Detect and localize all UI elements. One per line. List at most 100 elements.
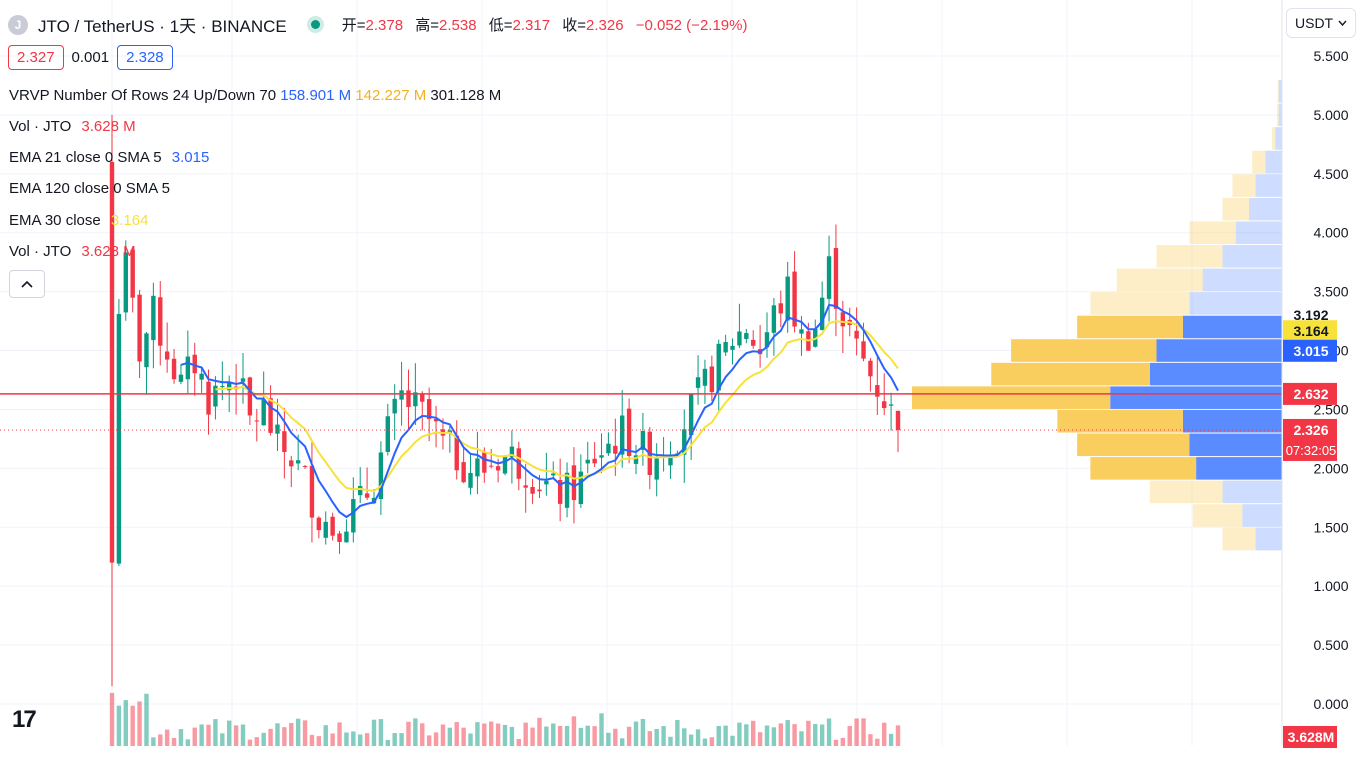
- candle-body: [578, 471, 584, 505]
- volume-bar: [716, 725, 721, 746]
- open-value: 2.378: [365, 17, 404, 34]
- candle-body: [861, 341, 866, 359]
- volume-bar: [178, 729, 184, 746]
- profile-down-bar: [1222, 527, 1256, 551]
- chevron-up-icon: [21, 280, 33, 288]
- profile-up-bar: [1275, 127, 1282, 150]
- volume-bar: [316, 736, 322, 746]
- volume-bar: [220, 733, 225, 746]
- indicator-vol[interactable]: Vol · JTO 3.628 M: [9, 118, 136, 135]
- indicator-vrvp[interactable]: VRVP Number Of Rows 24 Up/Down 70 158.90…: [9, 87, 501, 104]
- candle-body: [309, 465, 315, 518]
- indicator-ema21[interactable]: EMA 21 close 0 SMA 5 3.015: [9, 149, 209, 166]
- indicator-ema30[interactable]: EMA 30 close 3.164: [9, 212, 148, 229]
- candle-body: [364, 493, 370, 498]
- profile-down-bar: [1057, 409, 1183, 433]
- collapse-indicators-button[interactable]: [9, 270, 45, 298]
- candle-body: [302, 466, 308, 468]
- candle-body: [709, 366, 715, 393]
- candle-body: [654, 458, 659, 480]
- volume-bar: [792, 724, 797, 746]
- vrvp-down-value: 142.227 M: [355, 87, 427, 104]
- candle-body: [682, 429, 687, 455]
- volume-bar: [578, 727, 584, 746]
- sell-price-button[interactable]: 2.327: [8, 45, 64, 70]
- indicator-vol-2[interactable]: Vol · JTO 3.628 M: [9, 243, 136, 260]
- y-tick-label: 4.000: [1313, 225, 1348, 241]
- close-label: 收=: [562, 17, 586, 34]
- volume-bar: [806, 720, 811, 746]
- buy-price-button[interactable]: 2.328: [117, 45, 173, 70]
- high-label: 高=: [415, 17, 440, 34]
- price-label-bg: [1283, 382, 1337, 405]
- candle-body: [840, 312, 846, 327]
- price-label-bg: [1283, 418, 1337, 461]
- candle-body: [537, 489, 542, 492]
- candle-body: [688, 394, 694, 436]
- currency-selector[interactable]: USDT: [1286, 8, 1356, 38]
- tradingview-logo[interactable]: 17: [12, 706, 37, 734]
- candle-body: [261, 399, 266, 426]
- candle-body: [599, 455, 604, 458]
- candle-body: [468, 472, 473, 488]
- volume-bar: [633, 721, 639, 746]
- volume-bar: [620, 738, 625, 746]
- candle-body: [330, 516, 335, 536]
- ema21-line: [180, 303, 899, 519]
- profile-down-bar: [1090, 292, 1190, 315]
- volume-bar: [247, 739, 253, 746]
- profile-up-bar: [1110, 386, 1282, 409]
- profile-up-bar: [1182, 409, 1282, 433]
- volume-bar: [785, 720, 790, 746]
- candle-body: [585, 459, 590, 464]
- volume-bar: [544, 726, 549, 746]
- volume-bar: [723, 725, 728, 746]
- candle-body: [344, 531, 349, 543]
- candle-body: [275, 424, 280, 434]
- indicator-ema120[interactable]: EMA 120 close 0 SMA 5: [9, 180, 170, 197]
- candle-body: [489, 465, 494, 467]
- candle-body: [254, 420, 259, 422]
- volume-bar: [433, 732, 439, 746]
- volume-bar: [895, 725, 901, 746]
- volume-bar: [426, 735, 432, 746]
- candle-body: [895, 410, 901, 430]
- volume-bar: [406, 721, 411, 746]
- volume-bar: [564, 725, 570, 746]
- currency-label: USDT: [1295, 15, 1334, 31]
- candle-body: [206, 381, 211, 415]
- candle-body: [413, 392, 418, 407]
- price-label: 2.632: [1293, 386, 1328, 402]
- candle-body: [109, 162, 115, 563]
- candle-body: [737, 331, 742, 346]
- price-label: 3.015: [1293, 343, 1328, 359]
- candle-body: [289, 460, 294, 467]
- symbol-title[interactable]: JTO / TetherUS · 1天 · BINANCE: [38, 17, 287, 36]
- volume-bar: [668, 736, 673, 746]
- candle-body: [764, 332, 770, 348]
- volume-bar: [268, 728, 273, 746]
- volume-bar: [171, 737, 177, 746]
- volume-bar: [730, 735, 735, 746]
- profile-up-bar: [1265, 150, 1282, 174]
- y-tick-label: 0.000: [1313, 696, 1348, 712]
- profile-up-bar: [1222, 480, 1282, 504]
- candle-body: [426, 399, 432, 419]
- market-status-icon: [310, 20, 320, 29]
- volume-label: 3.628M: [1288, 729, 1335, 745]
- candle-body: [771, 305, 777, 333]
- volume-bars: [109, 692, 901, 746]
- candle-body: [640, 431, 646, 450]
- volume-bar: [516, 739, 521, 746]
- volume-bar: [799, 731, 804, 746]
- volume-bar: [440, 724, 446, 746]
- volume-bar: [661, 726, 666, 746]
- volume-bar: [144, 693, 149, 746]
- volume-bar: [137, 701, 142, 746]
- volume-bar: [447, 727, 453, 746]
- y-tick-label: 2.000: [1313, 460, 1348, 476]
- candle-body: [475, 458, 480, 477]
- volume-bar: [199, 724, 204, 746]
- volume-bar: [323, 725, 328, 746]
